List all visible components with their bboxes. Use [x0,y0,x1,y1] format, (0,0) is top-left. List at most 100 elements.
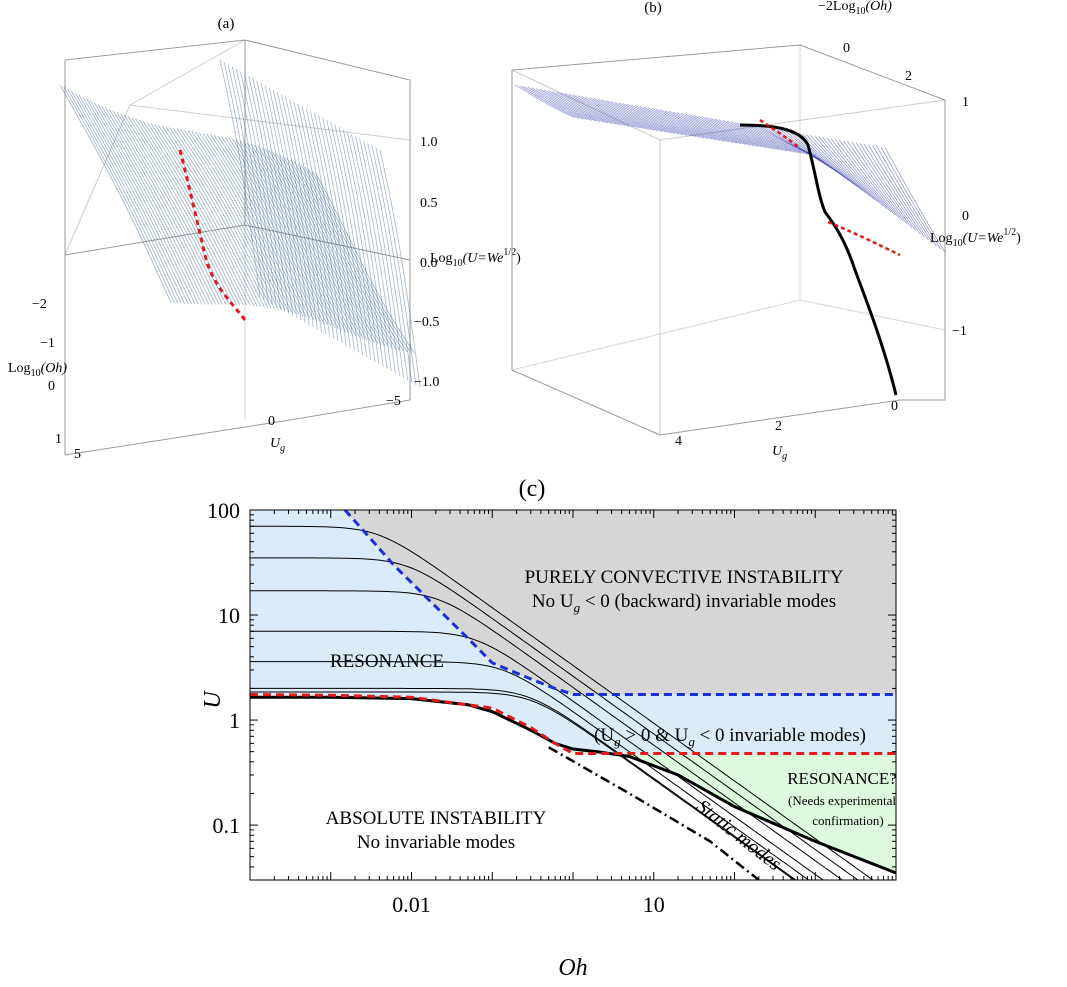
panel-a-red-dashed-curve [178,149,247,321]
surface-line [552,91,613,125]
surface-line [219,59,261,298]
surface-line [268,87,310,325]
surface-line [191,131,293,313]
panel-a-oh-tick: 1 [55,432,62,447]
surface-line [90,100,199,305]
surface-line [726,120,788,152]
surface-line [589,97,650,130]
surface-line [722,119,784,151]
surface-line [256,80,298,318]
surface-line [801,133,863,191]
surface-line [172,127,276,309]
surface-line [257,145,357,337]
surface-line [622,103,684,136]
surface-line [157,124,262,307]
surface-line [142,120,248,306]
surface-line [223,62,265,300]
surface-line [539,88,601,123]
constant-curve [250,630,824,880]
surface-line [606,100,667,133]
surface-line [718,119,779,151]
surface-line [322,117,363,355]
surface-line [693,115,754,147]
surface-line [363,140,404,378]
surface-line [198,132,300,315]
surface-line [618,102,680,135]
surface-line [334,124,376,362]
surface-line [548,90,609,124]
surface-line [614,101,675,134]
surface-line [154,123,258,307]
surface-line [330,122,372,360]
panel-a-z-ticks: 1.0 0.5 0.0 −0.5 −1.0 [414,135,439,390]
surface-line [652,108,713,140]
surface-line [297,163,397,350]
surface-line [379,149,421,388]
surface-line [350,133,392,372]
surface-line [610,100,671,134]
panel-a-oh-tick: −1 [40,336,55,351]
surface-line [367,143,409,381]
surface-line [535,88,596,122]
surface-line [597,98,659,132]
surface-line [272,89,314,328]
surface-line [681,112,742,145]
surface-line [514,84,576,119]
surface-line [573,94,634,128]
surface-line [279,154,379,344]
panel-c-y-label: U [200,690,226,709]
panel-b-red-dashed-upper [759,118,801,149]
surface-line [685,113,746,145]
surface-line [326,119,368,358]
panel-a-z-tick: 0.0 [420,256,438,271]
surface-line [805,134,867,194]
surface-line [244,73,285,312]
surface-line [747,124,808,155]
panel-c-series [250,510,896,880]
y-tick-label: 0.1 [213,813,241,838]
resonance-question-note-2: confirmation) [812,813,883,828]
surface-line [210,134,311,319]
surface-line [355,136,396,374]
constant-curve [250,661,810,880]
surface-line [260,83,302,321]
surface-line [818,136,879,203]
surface-line [248,76,290,314]
surface-line [814,135,875,200]
panel-b-z-axis-label: Log10(U=We1/2) [930,227,1021,249]
surface-line [822,136,883,206]
surface-line [346,131,388,369]
surface-line [701,116,763,148]
surface-line [635,105,696,138]
surface-line [93,102,203,305]
resonance-question-region [573,749,896,873]
surface-line [139,119,244,306]
surface-line [793,131,854,185]
surface-line [743,123,804,154]
panel-a-label: (a) [218,16,235,32]
constant-curve [250,687,797,880]
panel-a: (a) 1.0 0.5 0.0 −0.5 −1.0 Log10(U=We1/2)… [8,16,521,462]
surface-line [232,138,332,327]
surface-line [731,121,792,152]
surface-line [531,87,592,121]
surface-line [301,106,343,344]
blue-dashed-boundary [343,510,896,696]
panel-a-z-tick: 0.5 [420,196,438,211]
panel-b-oh-axis-label: −2Log10(Oh) [818,0,892,17]
panel-a-surface [59,59,421,388]
surface-line [556,91,617,125]
surface-line [127,116,234,305]
panel-a-z-tick: −1.0 [414,375,439,390]
panel-a-ug-ticks: 5 0 −5 [74,394,401,462]
surface-line [880,146,942,250]
surface-line [236,69,277,307]
surface-line [318,115,359,353]
x-tick-label: 0.01 [392,892,431,917]
surface-line [195,131,297,314]
panel-b-ug-tick: 0 [891,399,898,414]
surface-line [314,113,355,351]
surface-line [290,159,390,348]
surface-line [859,143,921,234]
